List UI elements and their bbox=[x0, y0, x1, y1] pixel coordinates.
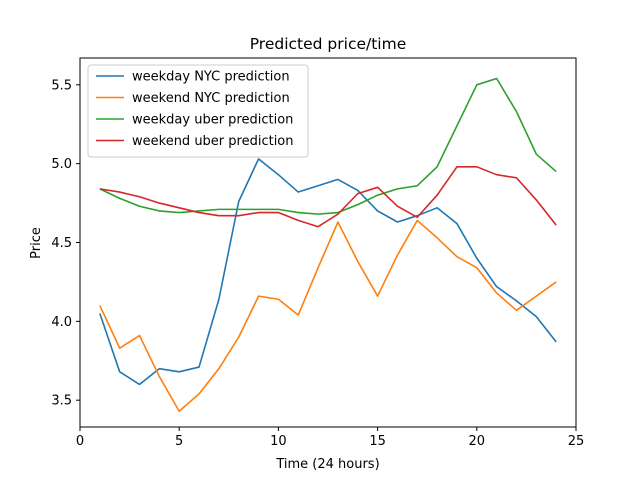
y-tick-label: 4.0 bbox=[51, 315, 72, 330]
chart-title: Predicted price/time bbox=[250, 35, 407, 53]
y-tick-label: 5.0 bbox=[51, 157, 72, 172]
legend: weekday NYC prediction weekend NYC predic… bbox=[87, 64, 309, 158]
y-tick-label: 5.5 bbox=[51, 78, 72, 93]
weekday-nyc-prediction-line bbox=[99, 158, 557, 386]
weekend-nyc-prediction-line bbox=[99, 219, 557, 413]
legend-label: weekday NYC prediction bbox=[132, 70, 290, 85]
x-tick-label: 25 bbox=[568, 434, 585, 449]
legend-label: weekend uber prediction bbox=[132, 134, 294, 149]
y-tick-label: 4.5 bbox=[51, 236, 72, 251]
x-tick-label: 20 bbox=[469, 434, 486, 449]
x-tick-label: 5 bbox=[175, 434, 183, 449]
x-tick-label: 10 bbox=[270, 434, 287, 449]
x-tick-label: 0 bbox=[76, 434, 84, 449]
legend-box bbox=[87, 64, 309, 158]
weekday-uber-prediction-line bbox=[99, 77, 557, 215]
y-axis: 3.5 4.0 4.5 5.0 5.5 bbox=[51, 78, 80, 409]
y-tick-label: 3.5 bbox=[51, 394, 72, 409]
y-axis-label: Price bbox=[29, 227, 44, 259]
x-tick-label: 15 bbox=[369, 434, 386, 449]
x-axis: 0 5 10 15 20 25 bbox=[76, 427, 584, 449]
weekend-uber-prediction-line bbox=[99, 166, 557, 228]
legend-label: weekend NYC prediction bbox=[132, 91, 290, 106]
legend-label: weekday uber prediction bbox=[132, 113, 293, 128]
x-axis-label: Time (24 hours) bbox=[275, 457, 379, 472]
